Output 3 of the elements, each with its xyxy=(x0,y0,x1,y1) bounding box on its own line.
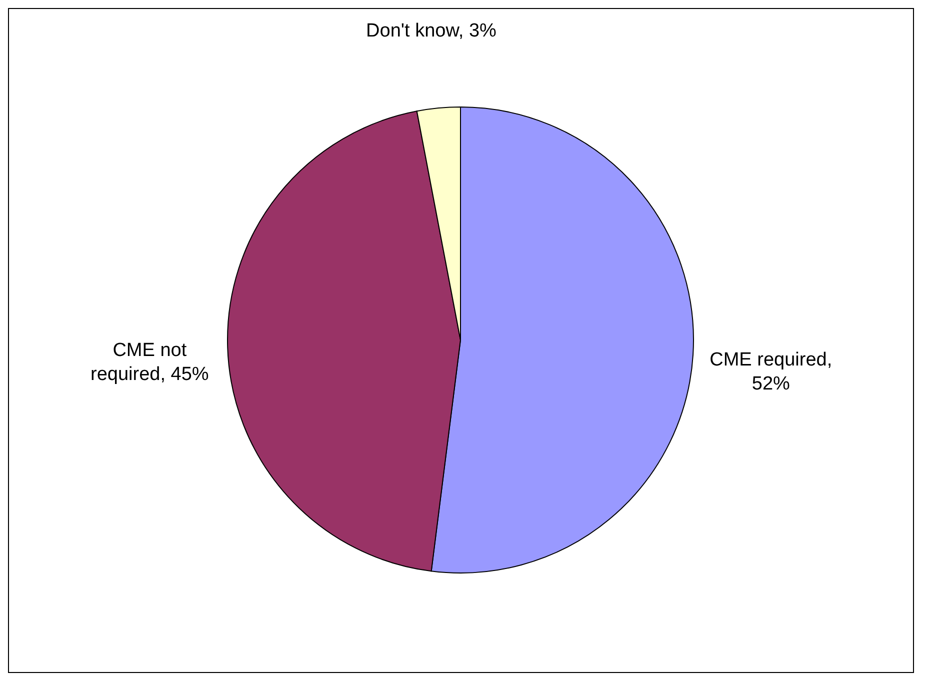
slice-label: Don't know, 3% xyxy=(366,20,497,42)
slice-label: CME not required, 45% xyxy=(90,340,209,385)
slice-label: CME required, 52% xyxy=(710,350,832,395)
